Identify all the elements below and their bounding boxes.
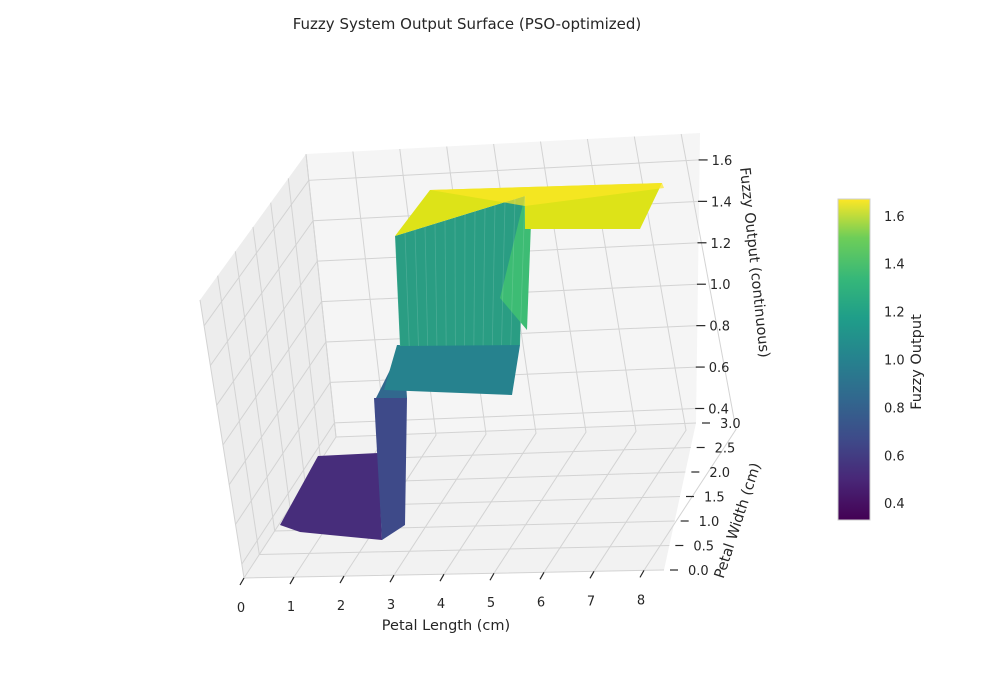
mesh-line	[482, 208, 486, 346]
mesh-line	[491, 205, 496, 346]
x-axis-label: Petal Length (cm)	[382, 618, 510, 634]
x-tick-label: 5	[487, 596, 495, 611]
y-tick-label: 2.0	[709, 466, 730, 481]
mesh-line	[424, 226, 429, 346]
surface-middle-plateau	[384, 345, 520, 395]
z-tick-label: 1.2	[710, 237, 731, 252]
colorbar-tick-label: 0.6	[884, 449, 905, 464]
y-tick-label: 0.0	[688, 564, 709, 579]
y-tick-label: 2.5	[715, 442, 736, 457]
axis-ticks: 0 1 2 3 4 5 6 7 8 0.0 0.5 1.0 1.5 2.0 2.5 3.00.4 0.6 0.8 1…	[237, 154, 741, 616]
grid-line-x	[643, 133, 737, 571]
surface-step-1-front	[374, 398, 407, 540]
colorbar: 0.4 0.6 0.8 1.0 1.2 1.4 1.6 Fuzzy Output	[837, 198, 925, 521]
x-tick-label: 1	[287, 600, 295, 615]
mesh-line	[414, 229, 419, 346]
surface-step-2-side	[500, 196, 532, 330]
colorbar-label: Fuzzy Output	[909, 314, 925, 410]
grid-line-x	[493, 141, 587, 574]
mesh-line	[519, 195, 526, 346]
x-tick-mark	[639, 570, 645, 578]
colorbar-tick-label: 1.2	[884, 306, 905, 321]
z-tick-label: 0.8	[709, 320, 730, 335]
x-tick-label: 6	[537, 595, 545, 610]
mesh-line	[444, 220, 447, 346]
grid-line-y	[305, 153, 697, 438]
colorbar-tick-label: 1.0	[884, 354, 905, 369]
x-tick-label: 7	[587, 594, 595, 609]
z-tick-label: 1.4	[711, 195, 732, 210]
y-tick-label: 1.5	[704, 491, 725, 506]
z-tick-label: 1.6	[712, 154, 733, 169]
colorbar-tick-label: 0.4	[884, 497, 905, 512]
y-tick-label: 0.5	[693, 540, 714, 555]
grid-line-z	[235, 366, 697, 525]
x-tick-mark	[589, 571, 595, 579]
x-tick-mark	[539, 571, 545, 580]
mesh-line	[501, 202, 506, 346]
z-axis-label: Fuzzy Output (continuous)	[736, 167, 772, 359]
x-tick-label: 2	[337, 599, 345, 614]
surface-step-2-front	[395, 196, 525, 346]
x-tick-mark	[389, 574, 395, 583]
grid-line-x	[543, 138, 637, 573]
grid-line-y	[234, 251, 675, 532]
mesh-line	[434, 223, 438, 346]
surface-high-plateau-crest	[430, 183, 664, 206]
grid-line-z	[222, 283, 698, 446]
z-tick-label: 1.0	[710, 278, 731, 293]
y-tick-label: 1.0	[699, 515, 720, 530]
colorbar-gradient	[837, 198, 871, 521]
mesh-line	[404, 232, 410, 346]
mesh-line	[510, 199, 516, 346]
mesh-line	[473, 211, 476, 346]
surface-low-plateau	[280, 453, 382, 540]
grid-line-y	[217, 275, 670, 556]
x-tick-label: 3	[387, 598, 395, 613]
x-tick-label: 8	[637, 593, 645, 608]
x-tick-label: 4	[437, 597, 445, 612]
grid-line-z	[241, 408, 697, 565]
surface-mesh	[280, 183, 664, 540]
x-tick-mark	[289, 576, 295, 585]
z-tick-label: 0.6	[709, 361, 730, 376]
grid-line-z	[203, 159, 700, 327]
y-tick-label: 3.0	[720, 417, 741, 432]
z-tick-label: 0.4	[708, 403, 729, 418]
x-tick-mark	[489, 572, 495, 581]
colorbar-tick-label: 0.8	[884, 401, 905, 416]
x-tick-mark	[439, 573, 445, 582]
chart-title: Fuzzy System Output Surface (PSO-optimiz…	[292, 15, 642, 33]
x-tick-label: 0	[237, 601, 245, 616]
colorbar-tick-label: 1.4	[884, 258, 905, 273]
mesh-line	[394, 235, 401, 347]
grid-line-x	[593, 136, 687, 572]
grid-lines	[199, 133, 737, 579]
x-tick-mark	[339, 575, 345, 584]
x-tick-mark	[239, 577, 245, 586]
colorbar-tick-label: 1.6	[884, 210, 905, 225]
grid-line-z	[216, 242, 699, 406]
grid-line-z	[228, 325, 698, 485]
